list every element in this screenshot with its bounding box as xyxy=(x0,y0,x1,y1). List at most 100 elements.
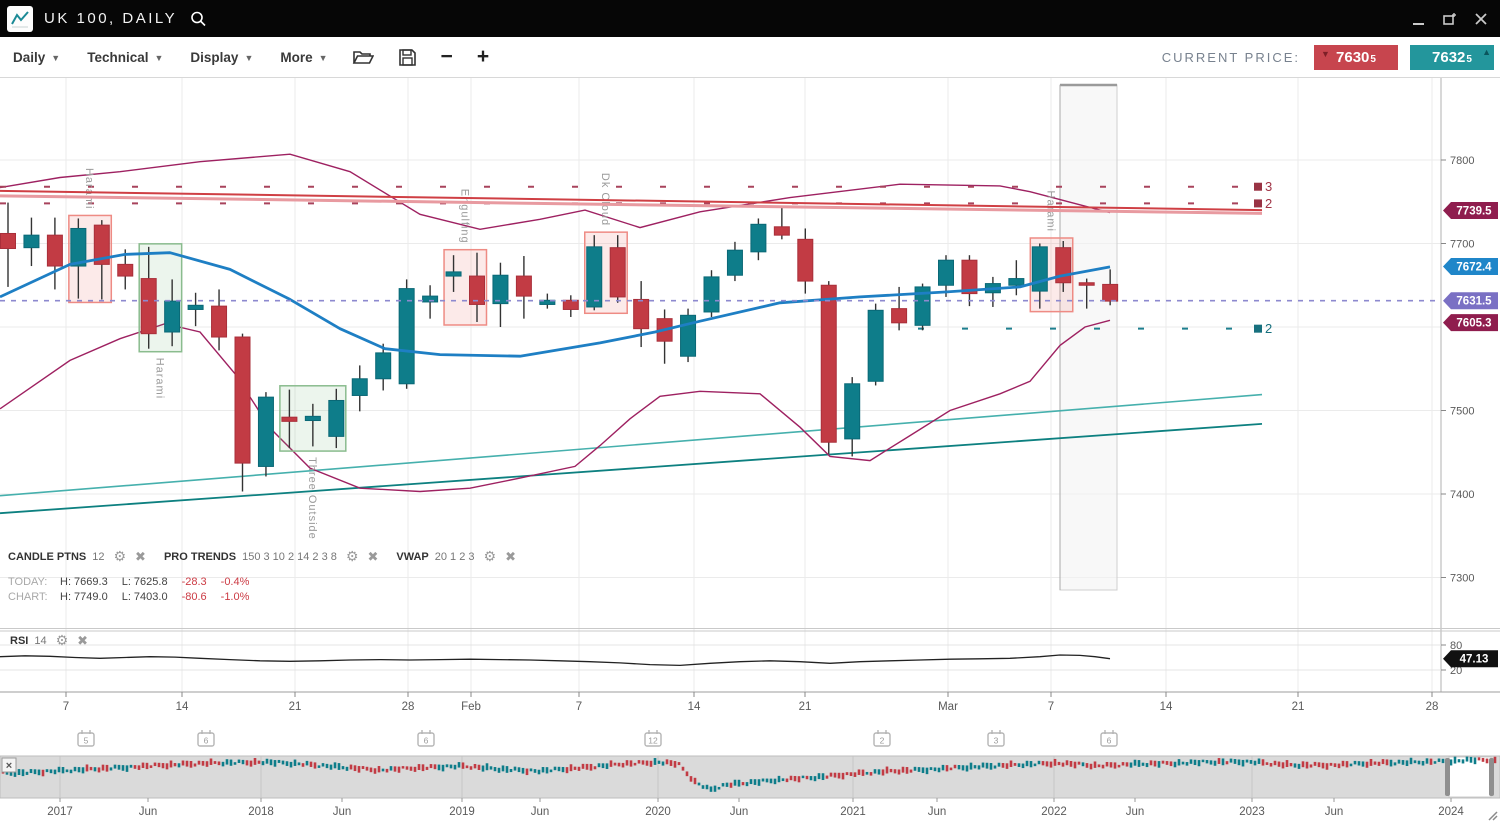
minimize-button[interactable] xyxy=(1408,8,1430,30)
zoom-out-button[interactable]: − xyxy=(440,45,453,68)
navigator-bar xyxy=(1269,763,1273,767)
calendar-icon[interactable]: 3 xyxy=(987,730,1005,747)
timeframe-menu[interactable]: Daily ▼ xyxy=(13,49,61,65)
calendar-event-count: 6 xyxy=(424,736,429,746)
navigator-bar xyxy=(65,769,69,773)
gear-icon[interactable]: ⚙ xyxy=(345,549,359,565)
level-marker-label: 3 xyxy=(1265,179,1272,194)
navigator-bar xyxy=(521,767,525,774)
level-marker-square xyxy=(1254,182,1262,191)
navigator-bar xyxy=(1477,757,1481,761)
navigator-bar xyxy=(861,769,865,776)
navigator-bar xyxy=(917,767,921,772)
calendar-icon[interactable]: 6 xyxy=(417,730,435,747)
calendar-icon[interactable]: 2 xyxy=(873,730,891,747)
candle-body xyxy=(257,396,274,467)
calendar-event-count: 6 xyxy=(1107,736,1112,746)
navigator-close-button[interactable]: × xyxy=(1,757,17,773)
current-price-label: CURRENT PRICE: xyxy=(1161,49,1300,65)
navigator-bar xyxy=(549,769,553,773)
buy-price-button[interactable]: 7632 5 ▲ xyxy=(1410,44,1494,70)
close-button[interactable] xyxy=(1470,8,1492,30)
search-icon[interactable] xyxy=(189,10,207,28)
navigator-bar xyxy=(57,766,61,773)
navigator-bar xyxy=(441,764,445,772)
navigator-close-bg xyxy=(1,757,17,773)
navigator-bar xyxy=(1405,760,1409,766)
resize-handle-icon[interactable] xyxy=(1488,811,1498,821)
navigator-bar xyxy=(1085,763,1089,768)
selection-handle-right[interactable] xyxy=(1489,758,1494,796)
navigator-bar xyxy=(569,764,573,772)
selection-handle-left[interactable] xyxy=(1445,758,1450,796)
open-folder-icon[interactable] xyxy=(352,48,374,66)
calendar-icon[interactable]: 6 xyxy=(1100,730,1118,747)
navigator-bar xyxy=(205,761,209,767)
close-icon[interactable]: ✖ xyxy=(367,549,379,564)
calendar-icon[interactable]: 6 xyxy=(197,730,215,747)
navigator-bar xyxy=(937,767,941,773)
navigator-selection[interactable] xyxy=(1448,756,1492,798)
navigator-bar xyxy=(1289,762,1293,767)
navigator-bar xyxy=(1341,760,1345,767)
close-icon[interactable]: ✖ xyxy=(135,549,146,564)
navigator-bar xyxy=(193,763,197,767)
candles xyxy=(0,202,1119,492)
sell-price-button[interactable]: ▼ 7630 5 xyxy=(1314,44,1398,70)
navigator-bar xyxy=(1053,758,1057,766)
navigator-bar xyxy=(725,782,729,787)
price-tick-label: 7500 xyxy=(1450,406,1474,418)
time-tick-label: Feb xyxy=(461,701,481,713)
navigator-bar xyxy=(321,763,325,767)
navigator-bar xyxy=(1433,761,1437,764)
display-menu[interactable]: Display ▼ xyxy=(190,49,254,65)
popout-button[interactable] xyxy=(1439,8,1461,30)
candle-body xyxy=(1031,246,1048,292)
navigator-bar xyxy=(309,761,313,767)
navigator-bar xyxy=(817,773,821,780)
navigator-bar xyxy=(1397,759,1401,764)
navigator-bar xyxy=(1161,760,1165,764)
price-badge: 7631.5 xyxy=(1443,292,1498,310)
navigator-bar xyxy=(1421,760,1425,766)
technical-menu[interactable]: Technical ▼ xyxy=(87,49,164,65)
indicator-name: VWAP xyxy=(396,551,429,563)
navigator-bar xyxy=(1385,759,1389,766)
navigator-bar xyxy=(1225,761,1229,765)
rsi-tick-label: 80 xyxy=(1450,640,1462,652)
chart-change: -80.6 xyxy=(181,591,207,603)
navigator-bar xyxy=(565,767,569,774)
zoom-in-button[interactable]: + xyxy=(476,45,490,68)
navigator-bar xyxy=(297,762,301,766)
navigator-bar xyxy=(281,760,285,765)
navigator-bar xyxy=(1173,761,1177,768)
more-menu[interactable]: More ▼ xyxy=(280,49,328,65)
calendar-event-count: 6 xyxy=(204,736,209,746)
close-icon[interactable]: ✖ xyxy=(505,549,516,564)
navigator-bar xyxy=(241,759,245,765)
navigator-bar xyxy=(909,769,913,773)
navigator-bar xyxy=(1049,761,1053,768)
navigator[interactable]: × 2017 Jun 2018 Jun 2019 Jun 2020 Jun 2021 Jun 2022… xyxy=(0,755,1500,818)
calendar-icon[interactable]: 5 xyxy=(77,730,95,747)
candle-body xyxy=(117,263,134,277)
navigator-bar xyxy=(929,767,933,771)
level-marker-label: 2 xyxy=(1265,321,1272,336)
calendar-icon[interactable]: 12 xyxy=(644,730,662,747)
navigator-bar xyxy=(461,762,465,769)
gear-icon[interactable]: ⚙ xyxy=(483,549,497,565)
arrow-up-icon: ▲ xyxy=(1482,46,1491,57)
close-icon[interactable]: ✖ xyxy=(77,633,89,648)
candle-body xyxy=(750,223,767,253)
gear-icon[interactable]: ⚙ xyxy=(55,633,69,649)
navigator-bar xyxy=(1485,758,1489,764)
candle-body xyxy=(820,284,837,443)
navigator-bar xyxy=(1393,762,1397,766)
navigator-bar xyxy=(457,762,461,768)
navigator-bar xyxy=(697,782,701,786)
save-icon[interactable] xyxy=(398,48,417,67)
navigator-bar xyxy=(217,761,221,766)
navigator-bar xyxy=(805,775,809,780)
gear-icon[interactable]: ⚙ xyxy=(113,549,127,565)
